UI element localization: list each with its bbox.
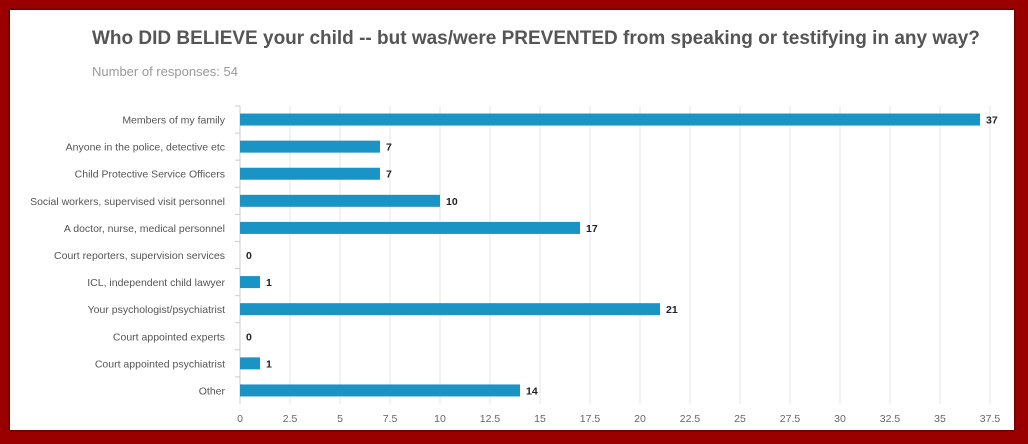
category-label: Members of my family [122,115,225,127]
x-tick-label: 7.5 [383,413,398,425]
x-tick-label: 20 [634,413,646,425]
data-label: 37 [986,115,998,127]
x-tick-label: 5 [337,413,343,425]
data-label: 14 [526,385,538,397]
chart-title: Who DID BELIEVE your child -- but was/we… [92,28,980,49]
category-label: Court appointed experts [113,331,225,343]
x-tick-label: 35 [934,413,946,425]
x-tick-label: 2.5 [283,413,298,425]
bar [240,357,260,370]
data-label: 1 [266,277,272,289]
category-label: A doctor, nurse, medical personnel [64,223,225,235]
data-label: 7 [386,142,392,154]
bar [240,303,660,316]
category-label: Social workers, supervised visit personn… [30,196,225,208]
data-label: 0 [246,250,252,262]
bar [240,276,260,289]
data-label: 21 [666,304,678,316]
category-label: Child Protective Service Officers [75,169,225,181]
category-label: Anyone in the police, detective etc [66,142,225,154]
x-tick-label: 15 [534,413,546,425]
chart-subtitle: Number of responses: 54 [92,64,238,79]
data-label: 10 [446,196,458,208]
x-tick-label: 37.5 [980,413,1001,425]
bar [240,221,580,234]
category-label: Court reporters, supervision services [54,250,225,262]
bar [240,384,520,397]
category-label: Other [199,385,226,397]
x-tick-label: 27.5 [780,413,801,425]
bar [240,167,380,180]
x-tick-label: 32.5 [880,413,901,425]
category-label: Your psychologist/psychiatrist [88,304,225,316]
x-tick-label: 30 [834,413,846,425]
data-label: 1 [266,358,272,370]
data-label: 17 [586,223,598,235]
x-tick-label: 10 [434,413,446,425]
chart-frame: Who DID BELIEVE your child -- but was/we… [8,8,1016,432]
bar [240,113,980,126]
category-label: ICL, independent child lawyer [87,277,225,289]
data-label: 0 [246,331,252,343]
x-tick-label: 17.5 [580,413,601,425]
category-label: Court appointed psychiatrist [95,358,225,370]
x-tick-label: 0 [237,413,243,425]
x-tick-label: 12.5 [480,413,501,425]
bar [240,140,380,153]
data-label: 7 [386,169,392,181]
bar [240,194,440,207]
x-tick-label: 25 [734,413,746,425]
x-tick-label: 22.5 [680,413,701,425]
